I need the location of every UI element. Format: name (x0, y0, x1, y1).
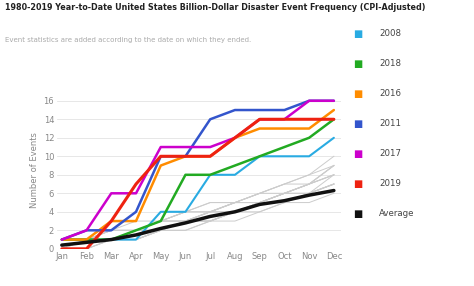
Text: 2011: 2011 (379, 119, 401, 128)
Text: ■: ■ (353, 149, 363, 159)
Text: 2019: 2019 (379, 179, 401, 188)
Text: 2008: 2008 (379, 29, 401, 37)
Text: ■: ■ (353, 59, 363, 69)
Text: ■: ■ (353, 179, 363, 189)
Text: ■: ■ (353, 209, 363, 219)
Y-axis label: Number of Events: Number of Events (30, 132, 39, 208)
Text: Event statistics are added according to the date on which they ended.: Event statistics are added according to … (5, 37, 251, 43)
Text: 2017: 2017 (379, 149, 401, 158)
Text: 2018: 2018 (379, 59, 401, 67)
Text: 1980-2019 Year-to-Date United States Billion-Dollar Disaster Event Frequency (CP: 1980-2019 Year-to-Date United States Bil… (5, 3, 425, 12)
Text: Average: Average (379, 209, 415, 218)
Text: ■: ■ (353, 29, 363, 39)
Text: ■: ■ (353, 119, 363, 129)
Text: 2016: 2016 (379, 89, 401, 98)
Text: ■: ■ (353, 89, 363, 99)
